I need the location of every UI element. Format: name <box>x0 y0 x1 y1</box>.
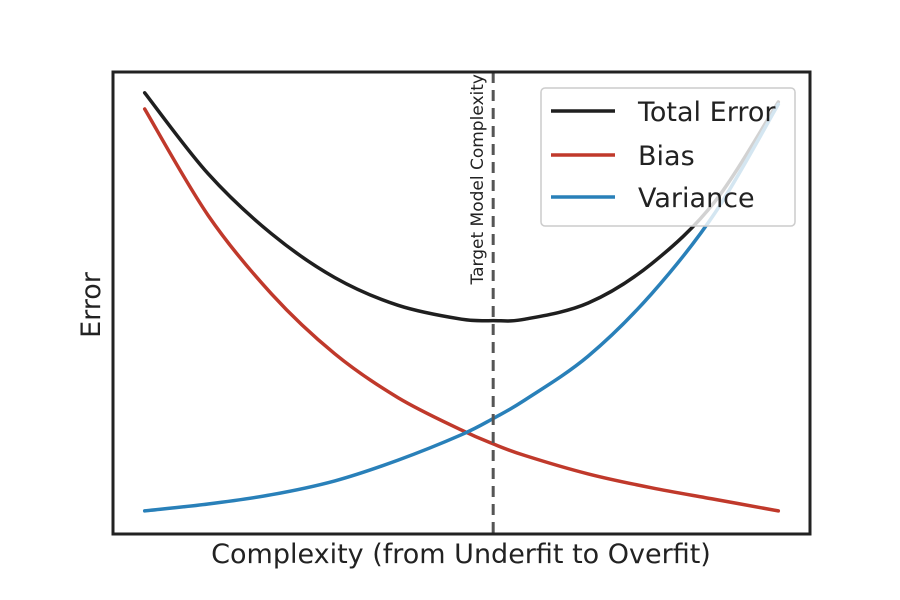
series-line-total-error <box>142 91 781 323</box>
legend-label-total-error: Total Error <box>637 97 776 128</box>
plot-frame <box>111 70 812 536</box>
x-axis-label: Complexity (from Underfit to Overfit) <box>211 539 711 570</box>
series-line-bias <box>142 107 781 513</box>
y-axis-label: Error <box>76 271 107 338</box>
legend: Total Error Bias Variance <box>540 87 796 227</box>
series-line-variance <box>142 102 781 513</box>
legend-label-bias: Bias <box>638 141 695 172</box>
legend-label-variance: Variance <box>638 183 755 214</box>
target-complexity-label: Target Model Complexity <box>468 74 488 285</box>
legend-box <box>540 87 796 227</box>
series-group <box>142 91 781 513</box>
